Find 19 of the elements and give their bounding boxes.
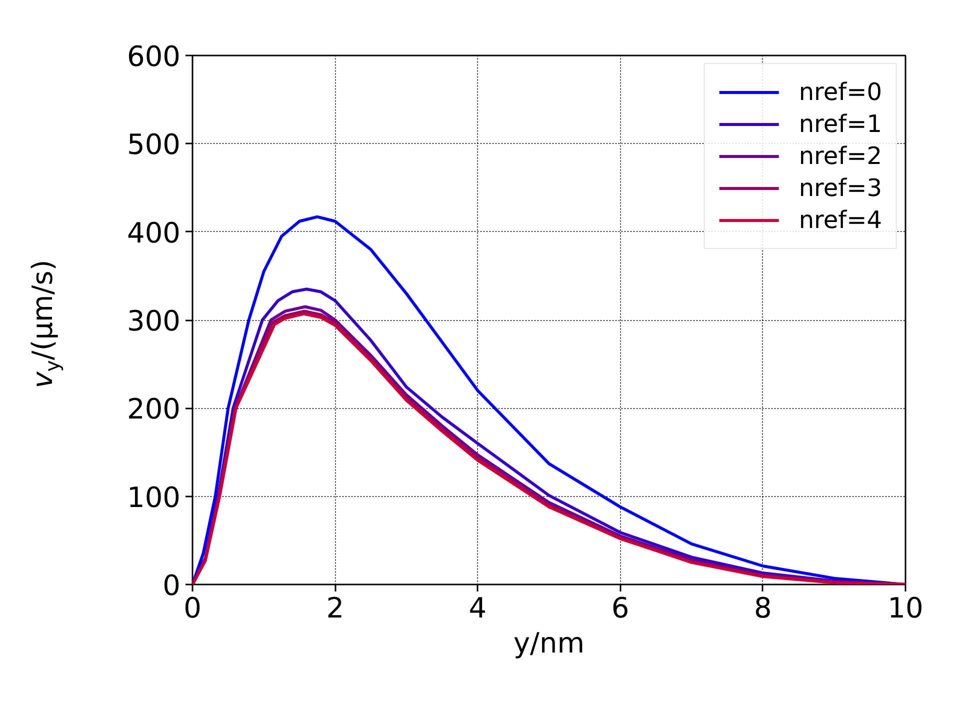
x-tick-label: 0 [184,592,202,624]
y-tick-label: 200 [127,392,181,426]
legend-label: nref=2 [798,142,882,170]
x-tick-label: 4 [468,592,487,624]
x-axis-title: y/nm [513,626,585,660]
y-tick-label: 300 [127,304,181,338]
legend-label: nref=4 [798,206,882,234]
y-tick-label: 600 [127,40,181,73]
legend-label: nref=3 [798,174,882,202]
x-tick-label: 6 [611,592,630,624]
x-tick-label: 2 [326,592,344,624]
y-tick-label: 500 [127,128,181,162]
y-tick-label: 400 [127,216,181,250]
y-tick-label: 0 [162,569,181,602]
y-tick-label: 100 [127,480,181,514]
legend-label: nref=1 [798,110,882,138]
x-tick-label: 10 [888,592,924,624]
x-tick-label: 8 [754,592,772,624]
legend-label: nref=0 [798,78,882,106]
